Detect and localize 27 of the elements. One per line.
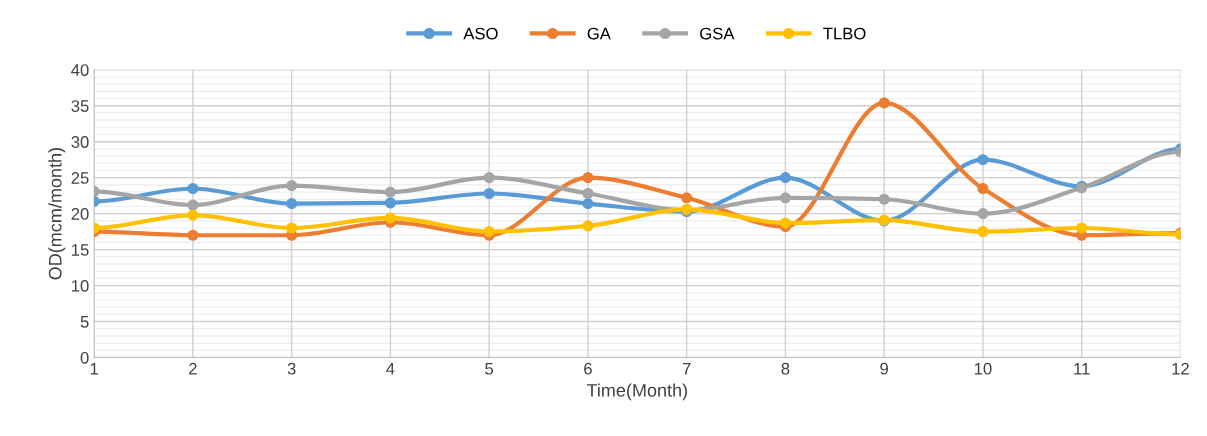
x-tick-label: 2	[189, 362, 197, 375]
legend-label: GA	[587, 27, 611, 40]
x-tick-label: 10	[974, 362, 992, 375]
y-tick-label: 40	[71, 64, 89, 76]
y-tick-label: 30	[71, 136, 89, 148]
x-tick-label: 8	[781, 362, 790, 375]
x-tick-label: 5	[485, 362, 494, 375]
y-tick-label: 10	[72, 279, 89, 292]
x-tick-label: 12	[1172, 362, 1189, 375]
x-tick-label: 11	[1074, 362, 1090, 375]
y-tick-label: 15	[72, 244, 89, 256]
y-tick-label: 25	[71, 172, 89, 184]
legend-label: ASO	[463, 27, 498, 40]
x-tick-label: 6	[584, 362, 592, 375]
y-axis-title: OD(mcm/month)	[48, 148, 66, 280]
y-tick-label: 0	[80, 351, 89, 364]
x-tick-label: 7	[682, 362, 691, 375]
legend-label: TLBO	[823, 27, 866, 40]
legend-label: GSA	[700, 27, 735, 40]
y-tick-label: 20	[71, 208, 89, 220]
x-tick-label: 9	[880, 362, 889, 375]
x-tick-label: 4	[386, 362, 395, 375]
y-tick-label: 35	[71, 100, 89, 112]
x-tick-label: 1	[90, 362, 98, 375]
y-tick-label: 5	[80, 316, 89, 328]
x-axis-title: Time(Month)	[586, 383, 688, 401]
x-tick-label: 3	[287, 362, 296, 375]
